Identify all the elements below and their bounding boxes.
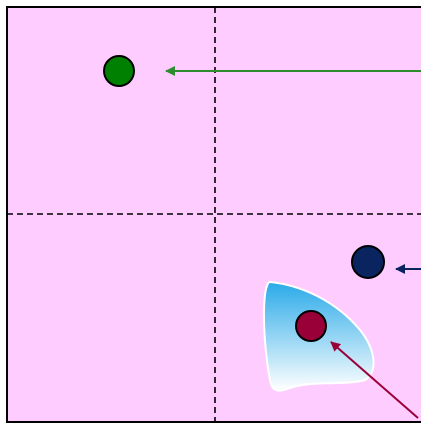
crimson-point — [295, 310, 327, 342]
crimson-arrow — [330, 341, 419, 419]
navy-point — [351, 245, 385, 279]
green-point — [103, 55, 135, 87]
